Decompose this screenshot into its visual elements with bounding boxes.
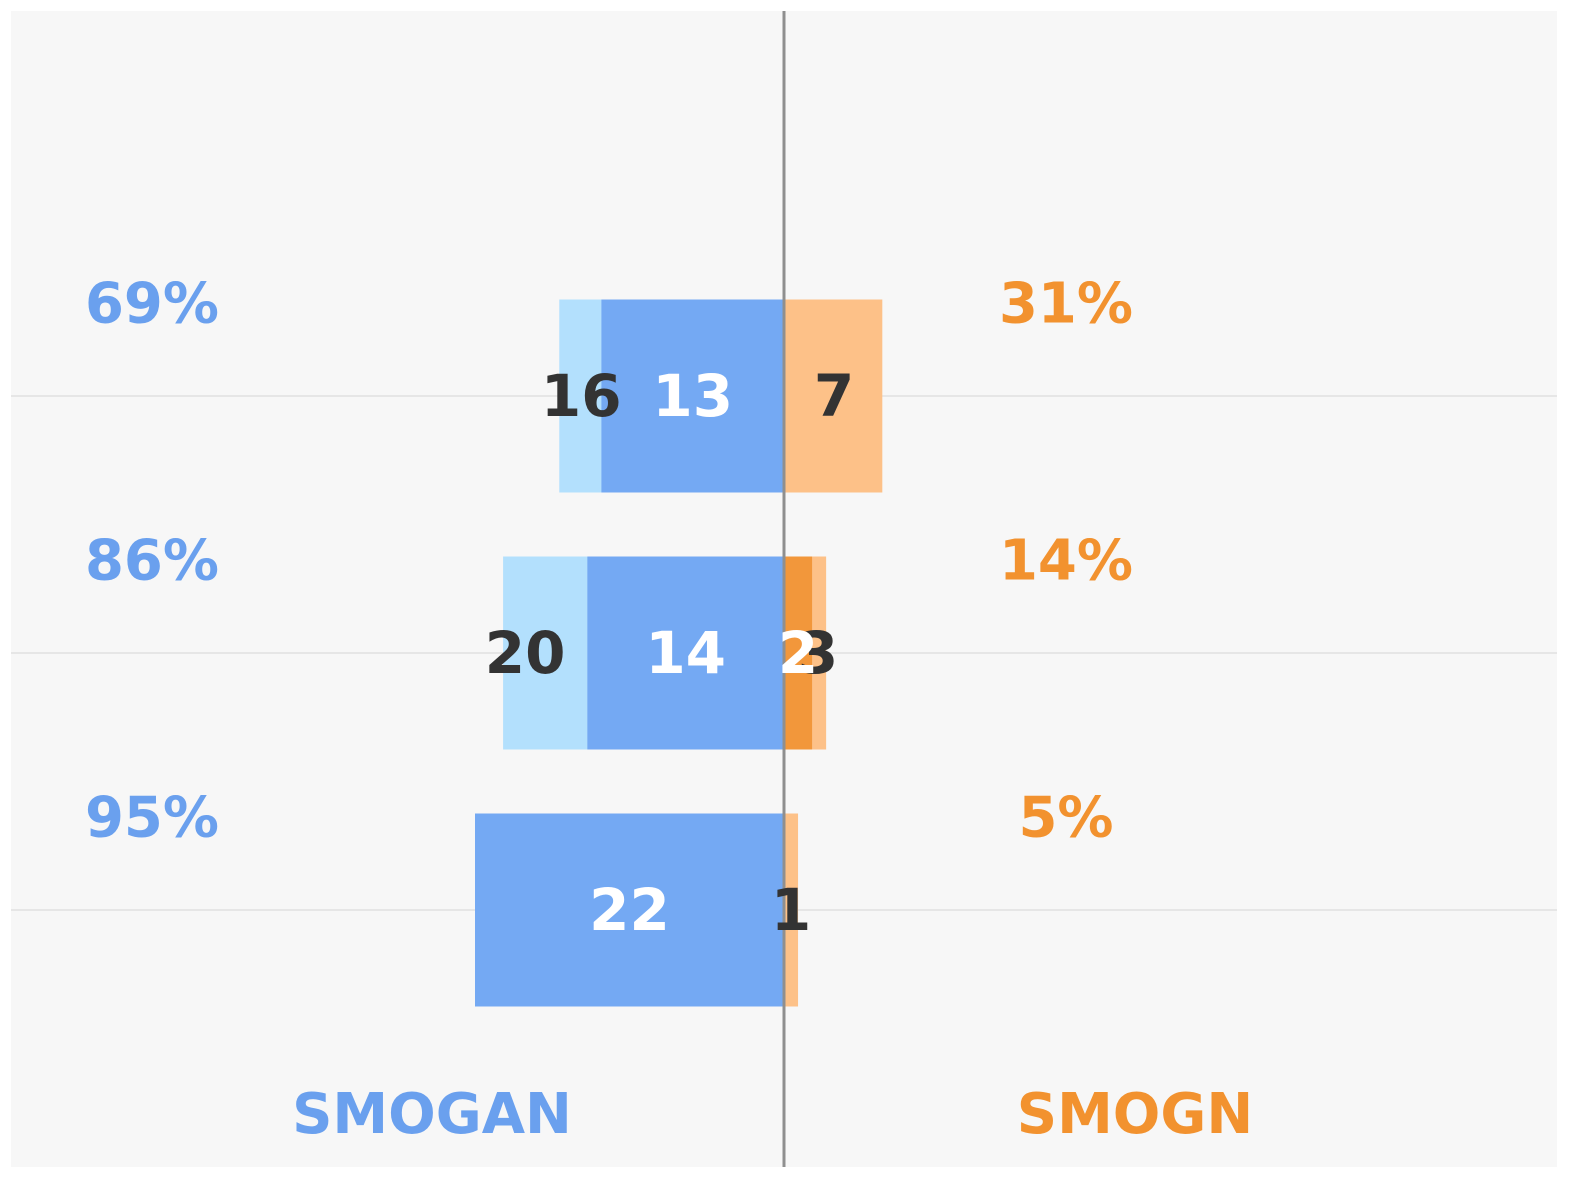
bar-right-dark — [784, 556, 813, 750]
value-label-left-dark: 22 — [589, 876, 670, 944]
percent-label-right: 31% — [999, 272, 1133, 337]
value-label-right-total: 3 — [798, 619, 838, 687]
value-label-left-dark: 14 — [645, 619, 726, 687]
percent-label-left: 69% — [85, 272, 219, 337]
bar-right-total — [784, 813, 799, 1007]
value-label-left-dark: 13 — [652, 362, 733, 430]
value-label-right-total: 1 — [771, 876, 811, 944]
bar-left-dark — [475, 813, 784, 1007]
percent-label-right: 5% — [1018, 786, 1113, 851]
left-series-label: SMOGAN — [292, 1082, 572, 1147]
bar-left-dark — [587, 556, 784, 750]
value-label-right-total: 7 — [814, 362, 854, 430]
percent-label-right: 14% — [999, 529, 1133, 594]
bar-left-dark — [601, 299, 784, 493]
bar-right-total — [784, 299, 883, 493]
percent-label-left: 86% — [85, 529, 219, 594]
value-label-left-total: 20 — [485, 619, 566, 687]
value-label-right-dark: 2 — [778, 619, 818, 687]
right-series-label: SMOGN — [1017, 1082, 1254, 1147]
percent-label-left: 95% — [85, 786, 219, 851]
value-label-left-total: 16 — [541, 362, 622, 430]
